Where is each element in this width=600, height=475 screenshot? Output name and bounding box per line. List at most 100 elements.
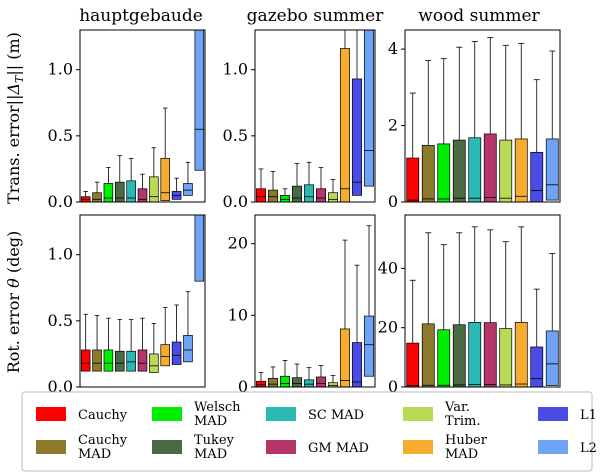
box-l2: [363, 315, 375, 377]
axes-frame: [404, 29, 561, 203]
box-l2: [545, 330, 559, 386]
legend-item-cauchy: Cauchy: [36, 407, 128, 423]
box-gm-mad: [483, 322, 497, 387]
box-sc-mad: [126, 180, 136, 202]
box-cauchy-mad: [421, 145, 435, 202]
legend-item-huber-mad: Huber MAD: [403, 433, 488, 462]
box-gm-mad: [137, 349, 148, 372]
legend-item-cauchy-mad: Cauchy MAD: [36, 433, 128, 462]
axes-frame: [79, 214, 206, 388]
column-title-hauptgebaude: hauptgebaude: [79, 6, 203, 26]
legend-item-gm-mad: GM MAD: [266, 440, 369, 456]
box-cauchy-mad: [92, 192, 102, 202]
legend-swatch: [403, 440, 433, 454]
box-cauchy: [255, 380, 267, 387]
box-huber-mad: [339, 328, 351, 387]
y-tick-label: 40: [378, 258, 398, 277]
box-huber-mad: [514, 322, 528, 387]
legend-item-tukey-mad: Tukey MAD: [152, 433, 235, 462]
box-var-trim-: [499, 328, 513, 387]
box-var-trim-: [327, 192, 339, 202]
boxes-4: [255, 225, 375, 387]
legend-swatch: [266, 407, 296, 421]
legend-label: Tukey MAD: [194, 433, 235, 462]
legend-item-welsch-mad: Welsch MAD: [152, 400, 241, 429]
legend-item-var-trim-: Var. Trim.: [403, 400, 481, 429]
box-var-trim-: [499, 139, 513, 202]
panel-3: 0.0 0.5 1.0: [48, 214, 206, 396]
legend-label: L2: [580, 441, 597, 456]
box-var-trim-: [149, 353, 159, 373]
legend-label: Cauchy MAD: [78, 433, 128, 462]
legend-label: Huber MAD: [445, 433, 488, 462]
box-var-trim-: [327, 382, 339, 387]
y-tick-label: 0.0: [223, 192, 248, 211]
column-title-gazebo-summer: gazebo summer: [247, 6, 385, 26]
box-gm-mad: [315, 376, 327, 387]
box-cauchy-mad: [421, 323, 435, 387]
boxes-2: [406, 37, 559, 202]
legend-label: GM MAD: [308, 441, 369, 456]
y-tick-label: 1.0: [48, 60, 73, 79]
boxes-3: [80, 215, 205, 373]
legend-item-l1: L1: [538, 407, 597, 423]
legend-swatch: [538, 440, 568, 454]
y-tick-label: 20: [378, 318, 398, 337]
box-welsch-mad: [437, 143, 451, 202]
box-sc-mad: [468, 322, 482, 387]
y-tick-label: 10: [228, 305, 248, 324]
legend-swatch: [152, 407, 182, 421]
legend-swatch: [403, 407, 433, 421]
box-cauchy: [255, 188, 267, 202]
legend-label: Welsch MAD: [194, 400, 241, 429]
legend-item-l2: L2: [538, 440, 597, 456]
axes-frame: [254, 29, 376, 203]
legend-label: Cauchy: [78, 408, 128, 423]
legend-label: SC MAD: [308, 408, 364, 423]
y-tick-label: 0.0: [48, 192, 73, 211]
y-tick-label: 1.0: [223, 60, 248, 79]
y-tick-label: 20: [228, 234, 248, 253]
box-welsch-mad: [103, 349, 114, 372]
y-tick-label: 0.5: [48, 311, 73, 330]
legend-label: Var. Trim.: [444, 400, 481, 429]
legend-swatch: [538, 407, 568, 421]
panels: 0.0 0.5 1.0 0.0 0.5 1.0 0 2 4 0.0 0.5 1.0 0 10 20 0 20 40: [48, 29, 561, 396]
box-sc-mad: [468, 137, 482, 202]
boxes-5: [406, 226, 559, 387]
box-huber-mad: [514, 138, 528, 202]
box-l2: [363, 30, 375, 187]
box-welsch-mad: [279, 195, 291, 202]
y-tick-label: 0: [388, 377, 398, 396]
y-tick-label: 2: [388, 116, 398, 135]
box-cauchy-mad: [267, 378, 279, 387]
legend-swatch: [266, 440, 296, 454]
box-tukey-mad: [291, 377, 303, 387]
y-tick-label: 0: [388, 192, 398, 211]
legend-item-sc-mad: SC MAD: [266, 407, 364, 423]
box-huber-mad: [160, 344, 171, 367]
column-title-wood-summer: wood summer: [418, 6, 540, 26]
row-label-rotation: Rot. error θ (deg): [4, 231, 23, 374]
box-l2b: [194, 215, 205, 282]
box-welsch-mad: [279, 375, 291, 387]
axes-frame: [404, 214, 561, 388]
y-tick-label: 0: [238, 377, 248, 396]
box-tukey-mad: [452, 139, 466, 202]
box-sc-mad: [126, 350, 136, 372]
panel-0: 0.0 0.5 1.0: [48, 29, 206, 211]
panel-2: 0 2 4: [388, 29, 561, 211]
box-tukey-mad: [114, 350, 125, 372]
axes-frame: [254, 214, 376, 388]
box-l1: [171, 341, 182, 365]
legend-swatch: [36, 440, 66, 454]
box-l1: [530, 346, 544, 387]
box-l2: [183, 183, 193, 196]
box-l2: [183, 335, 193, 363]
legend-swatch: [152, 440, 182, 454]
box-cauchy: [406, 157, 420, 202]
box-gm-mad: [315, 188, 327, 202]
box-huber-mad: [160, 157, 171, 202]
panel-4: 0 10 20: [228, 214, 376, 396]
